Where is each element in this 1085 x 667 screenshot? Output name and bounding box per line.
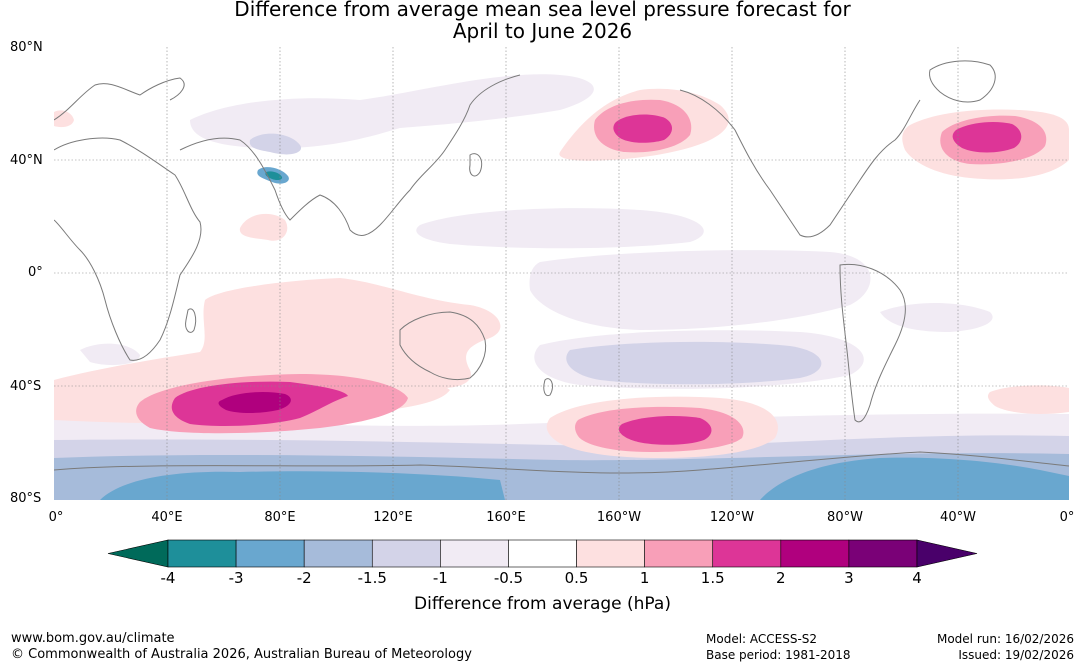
africa-coastline: [54, 137, 202, 361]
eurasia-weak-low: [190, 74, 594, 149]
colorbar: [107, 539, 978, 568]
colorbar-extend-high: [916, 539, 978, 568]
lat-label-40n: 40°N: [10, 153, 43, 168]
colorbar-tick-label: -0.5: [493, 569, 524, 587]
footer-issued: Issued: 19/02/2026: [958, 648, 1074, 662]
tibet-low-outer: [249, 133, 302, 155]
colorbar-segment: [576, 539, 645, 568]
lon-label-40e: 40°E: [151, 510, 183, 525]
south-atlantic-weak-low: [80, 343, 140, 366]
indian-subcontinent-weak-high: [239, 213, 288, 241]
colorbar-title: Difference from average (hPa): [414, 594, 671, 614]
antarctic-low: [100, 457, 1069, 500]
coastlines: [54, 60, 1069, 474]
north-pacific-strong-high: [613, 114, 673, 143]
colorbar-segment: [780, 539, 850, 568]
australia-coastline: [399, 311, 487, 381]
footer-base-period: Base period: 1981-2018: [706, 648, 851, 662]
colorbar-segment: [644, 539, 714, 568]
colorbar-tick-label: 4: [912, 569, 922, 587]
chart-title-line2: April to June 2026: [452, 19, 633, 43]
madagascar-coastline: [185, 308, 197, 333]
colorbar-extend-low: [107, 539, 169, 568]
colorbar-tick-label: 2: [776, 569, 786, 587]
south-indian-very-strong-high: [218, 392, 291, 413]
colorbar-segment: [371, 539, 441, 568]
new-zealand-coastline: [543, 378, 553, 397]
lon-label-160w: 160°W: [596, 510, 642, 525]
equatorial-pacific-weak-low: [529, 250, 871, 330]
lon-label-80w: 80°W: [827, 510, 863, 525]
pacific-weak-low: [416, 208, 704, 249]
colorbar-tick-label: 3: [844, 569, 854, 587]
colorbar-segment: [235, 539, 305, 568]
south-pacific-moderate-low: [566, 341, 822, 385]
lon-label-120w: 120°W: [709, 510, 755, 525]
colorbar-tick-label: -2: [296, 569, 312, 587]
europe-coastline: [54, 77, 185, 121]
footer-model: Model: ACCESS-S2: [706, 632, 818, 646]
chart-title-line1: Difference from average mean sea level p…: [234, 0, 851, 21]
colorbar-segment: [440, 539, 509, 568]
lat-label-equator: 0°: [28, 265, 43, 280]
colorbar-tick-label: 1.5: [700, 569, 725, 587]
lon-label-120e: 120°E: [373, 510, 413, 525]
colorbar-tick-label: -4: [160, 569, 176, 587]
greenland-coastline: [929, 60, 996, 103]
antarctica-coastline: [54, 451, 1069, 474]
south-atlantic-weak-high: [987, 385, 1069, 414]
colorbar-tick-label: -1.5: [357, 569, 387, 587]
south-america-weak-low: [880, 303, 993, 332]
north-atlantic-strong-high: [952, 122, 1022, 153]
lat-label-40s: 40°S: [10, 379, 42, 394]
south-pacific-strong-high: [618, 416, 712, 445]
colorbar-segment: [303, 539, 373, 568]
north-america-coastline: [679, 89, 921, 238]
colorbar-segment: [712, 539, 782, 568]
colorbar-tick-label: -1: [432, 569, 448, 587]
asia-coastline: [179, 74, 521, 236]
lon-label-80e: 80°E: [264, 510, 296, 525]
footer-url: www.bom.gov.au/climate: [11, 631, 175, 646]
colorbar-segment: [848, 539, 918, 568]
colorbar-segment: [508, 539, 577, 568]
lat-label-80s: 80°S: [10, 491, 42, 506]
footer-model-run: Model run: 16/02/2026: [936, 632, 1074, 646]
south-america-coastline: [839, 263, 906, 423]
japan-coastline: [469, 153, 483, 177]
lat-label-80n: 80°N: [10, 40, 43, 55]
gridlines: [54, 47, 1069, 500]
lon-label-40w: 40°W: [940, 510, 976, 525]
footer-copyright: © Commonwealth of Australia 2026, Austra…: [11, 647, 472, 662]
colorbar-tick-label: 1: [639, 569, 650, 587]
lon-label-160e: 160°E: [486, 510, 526, 525]
colorbar-segment: [167, 539, 237, 568]
colorbar-tick-label: -3: [228, 569, 244, 587]
tibet-low-core: [265, 171, 283, 181]
lon-label-0-left: 0°: [48, 510, 64, 525]
colorbar-tick-label: 0.5: [564, 569, 589, 587]
lon-label-0-right: 0°: [1059, 510, 1075, 525]
